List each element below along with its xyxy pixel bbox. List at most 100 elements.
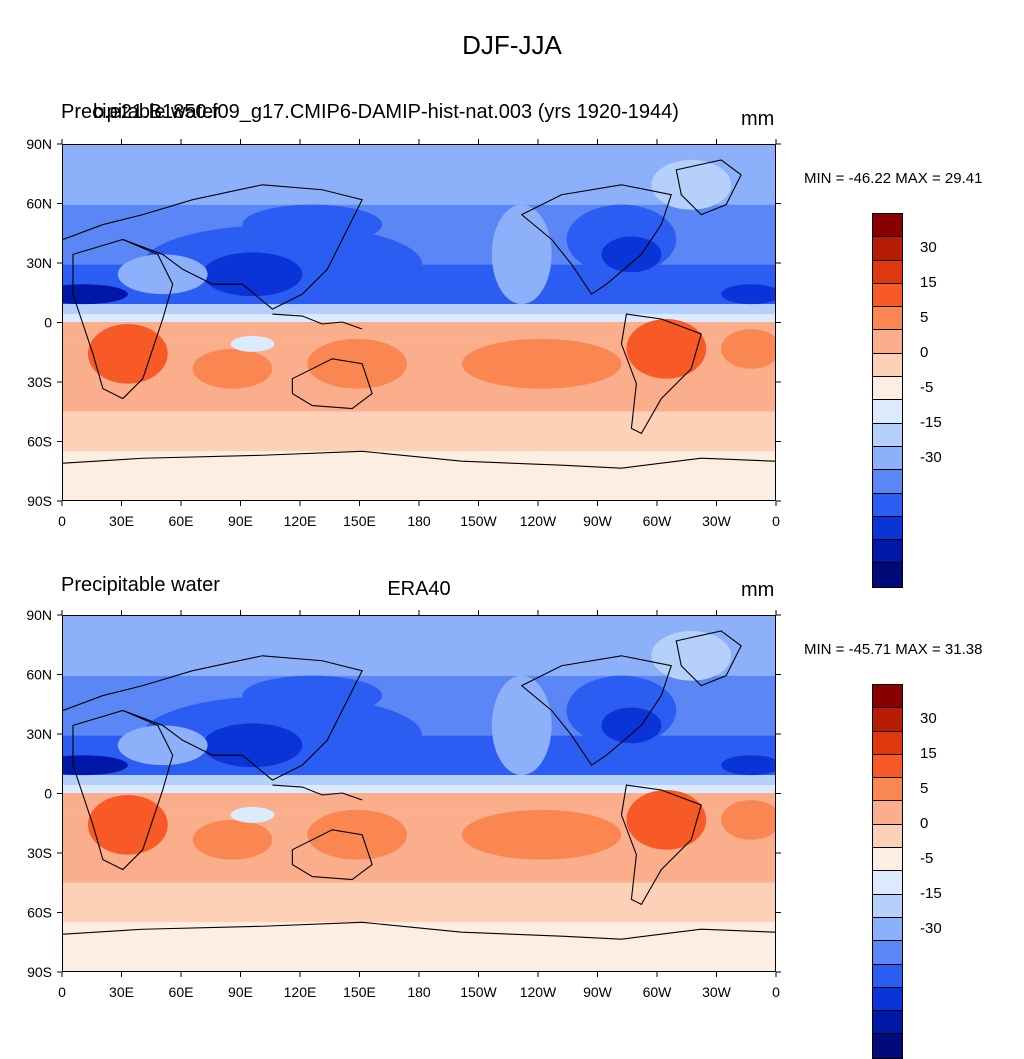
lon-tick-label: 0	[58, 513, 66, 529]
satlantic-high	[721, 328, 775, 369]
colorbar-swatch	[873, 941, 902, 965]
lon-tick-label: 120E	[284, 513, 317, 529]
colorbar-swatch	[873, 964, 902, 988]
colorbar-swatch	[873, 801, 902, 825]
colorbar-swatch	[873, 871, 902, 895]
colorbar-tick-label: 0	[920, 815, 929, 832]
colorbar-swatch	[873, 400, 902, 424]
sh-mid-band	[63, 411, 775, 452]
colorbar-swatch	[873, 563, 902, 587]
colorbar-tick-label: -5	[920, 850, 934, 867]
colorbar-swatch	[873, 237, 902, 261]
lon-tick-label: 120E	[284, 984, 317, 1000]
colorbar-swatch	[873, 917, 902, 942]
colorbar-swatch	[873, 1011, 902, 1035]
map-field	[63, 616, 775, 971]
colorbar-swatch	[873, 470, 902, 494]
colorbar-tick-label: 15	[920, 274, 937, 291]
spacific-high	[461, 338, 622, 389]
lon-tick-label: 180	[407, 984, 431, 1000]
lat-tick-label: 60S	[27, 905, 52, 921]
lon-tick-label: 60E	[169, 513, 194, 529]
equator-transition	[63, 775, 775, 786]
panel-units: mm	[741, 108, 775, 130]
pacific-ridge	[491, 675, 552, 776]
south-america-coast	[620, 784, 702, 906]
equator-light	[63, 314, 775, 323]
africa-coast	[72, 709, 174, 871]
panel-case-title: b.e21.B1850.f09_g17.CMIP6-DAMIP-hist-nat…	[93, 101, 679, 123]
pacific-ridge	[491, 204, 552, 305]
lon-tick-label: 30W	[702, 513, 732, 529]
colorbar-swatch	[873, 1034, 902, 1058]
lon-tick-label: 120W	[520, 984, 557, 1000]
lon-tick-label: 90E	[228, 513, 253, 529]
sh-polar-band	[63, 451, 775, 500]
eurasia-coast	[63, 184, 363, 310]
colorbar-swatch	[873, 754, 902, 779]
colorbar-tick-label: 30	[920, 239, 937, 256]
lat-tick-label: 30S	[27, 845, 52, 861]
colorbar-tick-label: -30	[920, 920, 942, 937]
lat-tick-label: 60N	[26, 196, 52, 212]
lon-tick-label: 0	[772, 513, 780, 529]
lon-tick-label: 30W	[702, 984, 732, 1000]
lon-tick-label: 0	[58, 984, 66, 1000]
lon-tick-label: 150W	[460, 513, 497, 529]
colorbar-swatch	[873, 540, 902, 564]
colorbar-tick-label: 5	[920, 780, 929, 797]
eurasia-coast	[63, 655, 363, 781]
siberia-low	[242, 675, 383, 716]
antarctica-coast	[63, 921, 775, 940]
na-core	[601, 236, 662, 273]
map-axes: 90N 60N 30N 0 30S 60S 90S 0 30E 60E 90E 120E 150E 180…	[26, 136, 781, 529]
colorbar-tick-label: 0	[920, 344, 929, 361]
lon-tick-label: 30E	[109, 984, 134, 1000]
africa-n	[117, 725, 208, 766]
panel-left-title: Precipitable water	[61, 101, 220, 123]
na-core	[601, 707, 662, 744]
colorbar-swatch	[873, 894, 902, 918]
africa-n	[117, 254, 208, 295]
australia-coast	[291, 829, 373, 881]
lon-tick-label: 120W	[520, 513, 557, 529]
greenland-coast	[675, 159, 742, 216]
map-field	[63, 145, 775, 500]
contour-map	[62, 144, 776, 501]
colorbar-swatch	[873, 353, 902, 378]
lat-tick-label: 60N	[26, 667, 52, 683]
sh-polar-band	[63, 922, 775, 971]
atlantic-low	[721, 755, 775, 776]
equator-transition	[63, 304, 775, 315]
colorbar-swatch	[873, 330, 902, 354]
colorbar-tick-label: -5	[920, 379, 934, 396]
atlantic-low	[721, 284, 775, 305]
colorbar-swatch	[873, 824, 902, 849]
lon-tick-label: 90E	[228, 984, 253, 1000]
colorbar-swatch	[873, 848, 902, 872]
satlantic-high	[721, 799, 775, 840]
lon-tick-label: 90W	[583, 984, 613, 1000]
greenland-coast	[675, 630, 742, 687]
south-america-high	[626, 319, 707, 379]
panel-minmax-stats: MIN = -46.22 MAX = 29.41	[804, 170, 983, 187]
colorbar-swatch	[873, 423, 902, 447]
colorbar-tick-label: 15	[920, 745, 937, 762]
indian-cool-spot	[230, 335, 275, 352]
lon-tick-label: 90W	[583, 513, 613, 529]
lat-tick-label: 60S	[27, 434, 52, 450]
lon-tick-label: 150E	[343, 984, 376, 1000]
contour-map	[62, 615, 776, 972]
lon-tick-label: 180	[407, 513, 431, 529]
sahara-low	[63, 755, 128, 776]
south-africa-high	[87, 323, 168, 384]
lon-tick-label: 30E	[109, 513, 134, 529]
lat-tick-label: 90N	[26, 607, 52, 623]
lat-tick-label: 0	[44, 786, 52, 802]
colorbar-tick-label: 5	[920, 309, 929, 326]
colorbar-tick-label: -15	[920, 885, 942, 902]
lon-tick-label: 150W	[460, 984, 497, 1000]
sh-tropic-band	[63, 322, 775, 342]
siberia-low	[242, 204, 383, 245]
indian-cool-spot	[230, 806, 275, 823]
